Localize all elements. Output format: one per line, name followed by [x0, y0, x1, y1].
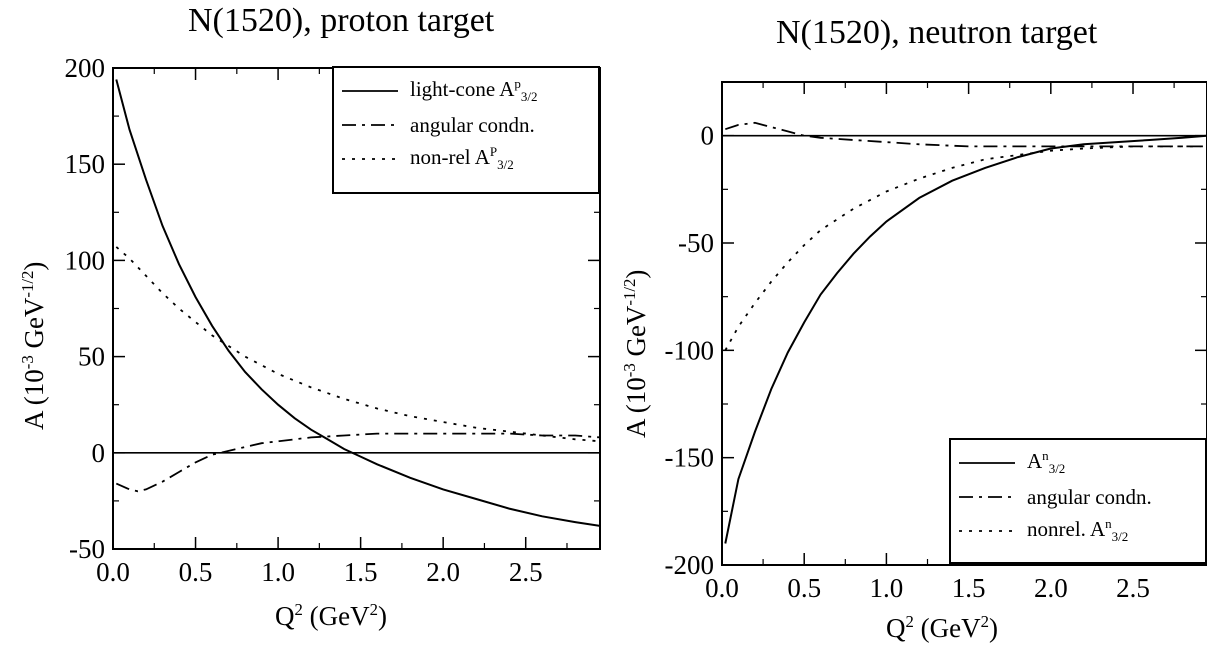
x-tick-label: 1.0 [261, 557, 295, 587]
legend-label: angular condn. [1027, 485, 1152, 510]
legend-swatch [342, 90, 398, 92]
chart-neutron: N(1520), neutron target 0.0 0.5 1.0 1.5 2.0 2… [604, 0, 1207, 647]
y-tick-label: 50 [78, 342, 105, 372]
legend-label-main: light-cone A [410, 77, 515, 102]
legend-label-sub: 3/2 [520, 89, 538, 105]
legend-label: An3/2 [1027, 448, 1065, 477]
series-line-dashdot [115, 432, 600, 493]
x-axis-label: Q2 (GeV2) [886, 612, 998, 643]
legend-swatch [959, 462, 1015, 464]
y-tick-label: 150 [65, 149, 106, 179]
y-tick-label: -50 [69, 534, 105, 564]
y-tick-label: -50 [678, 228, 714, 258]
legend: light-cone Ap3/2 angular condn. non-rel AP… [332, 66, 600, 194]
legend: An3/2 angular condn. nonrel. An3/2 [949, 438, 1207, 564]
legend-swatch [342, 124, 398, 126]
x-tick-label: 1.5 [344, 557, 378, 587]
series-line-solid [115, 79, 600, 527]
y-axis-label: A (10-3 GeV-1/2) [620, 269, 651, 438]
legend-label-main: angular condn. [410, 112, 535, 137]
y-tick-label: -200 [665, 550, 715, 580]
x-tick-label: 0.5 [787, 573, 821, 603]
x-tick-label: 0.5 [179, 557, 213, 587]
legend-item: light-cone Ap3/2 [342, 74, 590, 108]
y-tick-label: 200 [65, 53, 106, 83]
x-axis-label: Q2 (GeV2) [275, 600, 387, 631]
legend-label-main: angular condn. [1027, 484, 1152, 509]
chart-title: N(1520), neutron target [776, 14, 1098, 51]
legend-item: nonrel. An3/2 [959, 514, 1197, 548]
x-tick-label: 0.0 [96, 557, 130, 587]
chart-title: N(1520), proton target [188, 2, 495, 39]
series-line-solid [724, 134, 1207, 544]
series-line-dotted [115, 246, 600, 443]
y-tick-label: 0 [701, 121, 715, 151]
chart-proton: N(1520), proton target 0.0 0.5 1.0 1.5 2.0 2.… [18, 2, 601, 631]
legend-swatch [959, 496, 1015, 498]
legend-label-main: nonrel. A [1027, 517, 1106, 542]
series-line-dashdot [725, 121, 1207, 148]
x-tick-label: 2.0 [426, 557, 460, 587]
x-tick-label: 2.5 [509, 557, 543, 587]
legend-label: light-cone Ap3/2 [410, 76, 538, 105]
legend-label-main: non-rel A [410, 145, 490, 170]
legend-label-sub: 3/2 [497, 157, 514, 173]
plot-area: 0.0 0.5 1.0 1.5 2.0 2.5 -50 0 50 100 150 200 [65, 53, 601, 587]
legend-item: An3/2 [959, 446, 1197, 480]
legend-label-sup: n [1105, 516, 1112, 532]
legend-label-sup: p [514, 76, 521, 92]
legend-label-main: A [1027, 449, 1043, 474]
plot-area: 0.0 0.5 1.0 1.5 2.0 2.5 -200 -150 -100 -50 0 [665, 81, 1207, 603]
x-tick-label: 2.5 [1116, 573, 1150, 603]
plot-frame [721, 81, 1207, 566]
x-tick-label: 1.5 [952, 573, 986, 603]
legend-label-sub: 3/2 [1048, 461, 1066, 477]
x-tick-label: 0.0 [705, 573, 739, 603]
legend-label-sub: 3/2 [1111, 529, 1129, 545]
legend-label-sup: P [489, 144, 498, 160]
y-tick-label: -100 [665, 335, 715, 365]
legend-label: angular condn. [410, 113, 535, 138]
x-tick-label: 1.0 [870, 573, 904, 603]
legend-label: nonrel. An3/2 [1027, 516, 1128, 545]
legend-swatch [959, 530, 1015, 532]
y-tick-label: 100 [65, 245, 106, 275]
series-line-dotted [724, 145, 1207, 351]
legend-item: angular condn. [959, 480, 1197, 514]
legend-item: non-rel AP3/2 [342, 142, 590, 176]
y-tick-label: 0 [92, 438, 106, 468]
y-tick-label: -150 [665, 443, 715, 473]
x-tick-label: 2.0 [1034, 573, 1068, 603]
legend-item: angular condn. [342, 108, 590, 142]
legend-label-sup: n [1042, 448, 1049, 464]
legend-label: non-rel AP3/2 [410, 144, 514, 173]
y-axis-label: A (10-3 GeV-1/2) [18, 261, 49, 430]
legend-swatch [342, 158, 398, 160]
